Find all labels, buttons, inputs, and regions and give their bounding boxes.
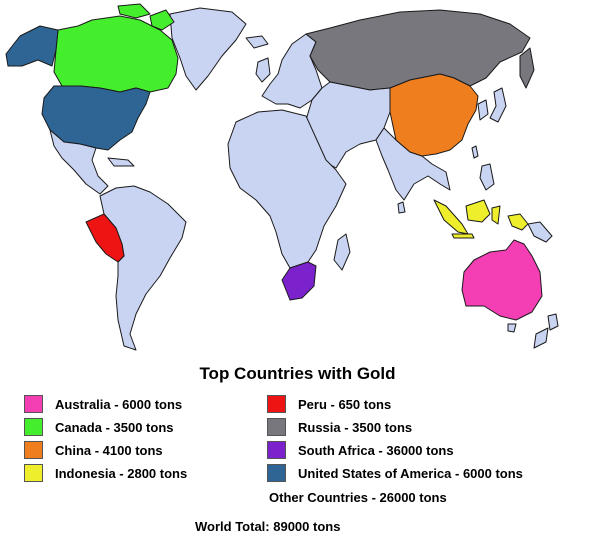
indonesia-sulawesi (491, 205, 501, 225)
greenland (169, 7, 247, 91)
cuba (107, 157, 135, 167)
africa (227, 109, 347, 269)
legend-item-australia: Australia - 6000 tons (24, 394, 182, 414)
other-countries-label: Other Countries - 26000 tons (269, 490, 447, 505)
papua-new-guinea (527, 221, 553, 243)
legend-item-south-africa: South Africa - 36000 tons (267, 440, 454, 460)
map-title: Top Countries with Gold (199, 364, 396, 383)
legend-item-peru: Peru - 650 tons (267, 394, 391, 414)
south-america (99, 185, 187, 351)
legend-item-usa: United States of America - 6000 tons (267, 463, 523, 483)
legend-item-canada: Canada - 3500 tons (24, 417, 174, 437)
korea (477, 99, 489, 121)
china (389, 73, 479, 157)
legend-swatch-usa (267, 464, 286, 482)
legend-swatch-russia (267, 418, 286, 436)
indonesia-sumatra (433, 199, 469, 235)
world-map (5, 3, 559, 351)
australia (461, 239, 543, 321)
legend-label-canada: Canada - 3500 tons (55, 419, 174, 435)
uk (255, 57, 271, 83)
indonesia-borneo (465, 199, 491, 223)
madagascar (333, 233, 351, 271)
legend-label-china: China - 4100 tons (55, 442, 163, 458)
legend-label-usa: United States of America - 6000 tons (298, 465, 523, 481)
new-zealand (547, 313, 559, 331)
legend-label-indonesia: Indonesia - 2800 tons (55, 465, 188, 481)
legend-label-peru: Peru - 650 tons (298, 396, 392, 412)
alaska (5, 25, 59, 67)
peru (85, 213, 125, 263)
legend-label-australia: Australia - 6000 tons (55, 396, 183, 412)
legend-item-indonesia: Indonesia - 2800 tons (24, 463, 187, 483)
south-africa (281, 261, 317, 301)
japan (489, 87, 507, 123)
canada-arctic-island (149, 9, 175, 31)
legend-swatch-indonesia (24, 464, 43, 482)
world-total-label: World Total: 89000 tons (195, 519, 341, 534)
mexico (49, 129, 109, 195)
legend-item-russia: Russia - 3500 tons (267, 417, 412, 437)
legend-item-china: China - 4100 tons (24, 440, 163, 460)
iceland (245, 35, 269, 49)
indonesia-java (451, 233, 475, 239)
legend-swatch-peru (267, 395, 286, 413)
indonesia-papua (507, 213, 529, 231)
tasmania (507, 323, 517, 333)
new-zealand-south (533, 327, 549, 349)
canada-arctic-island (117, 3, 151, 19)
taiwan (471, 145, 479, 159)
legend-swatch-south-africa (267, 441, 286, 459)
legend-label-south-africa: South Africa - 36000 tons (298, 442, 454, 458)
europe (261, 33, 323, 109)
legend-swatch-canada (24, 418, 43, 436)
sri-lanka (397, 201, 406, 214)
legend-swatch-china (24, 441, 43, 459)
philippines (479, 163, 495, 191)
russia-kamchatka (519, 47, 535, 89)
legend-label-russia: Russia - 3500 tons (298, 419, 413, 435)
legend-swatch-australia (24, 395, 43, 413)
usa (41, 85, 151, 151)
